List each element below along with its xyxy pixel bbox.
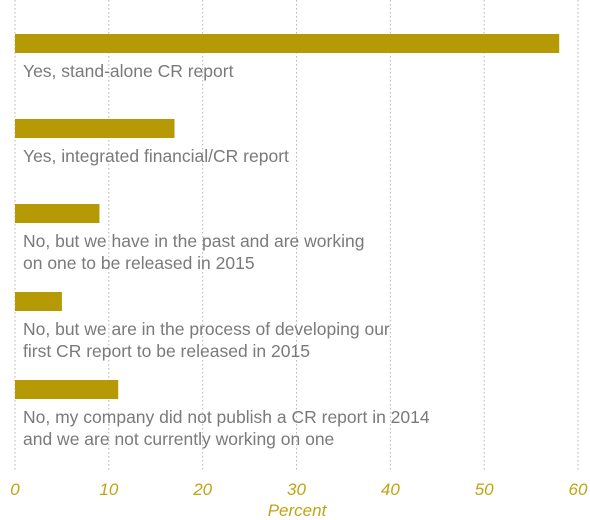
category-label: No, my company did not publish a CR repo… [23,407,430,449]
category-label: No, but we have in the past and are work… [23,231,365,273]
x-tick-label: 40 [381,480,400,499]
category-label: Yes, stand-alone CR report [23,61,234,81]
x-tick-label: 0 [10,480,20,499]
bar [15,34,560,53]
x-tick-label: 10 [99,480,118,499]
x-axis-title: Percent [268,501,328,520]
category-label: No, but we are in the process of develop… [23,319,390,361]
bar [15,292,62,311]
category-label: Yes, integrated financial/CR report [23,146,289,166]
x-tick-label: 20 [192,480,212,499]
bar [15,204,100,223]
bar [15,119,175,138]
x-tick-label: 30 [287,480,306,499]
x-tick-label: 50 [475,480,494,499]
bar [15,380,119,399]
x-tick-label: 60 [569,480,588,499]
